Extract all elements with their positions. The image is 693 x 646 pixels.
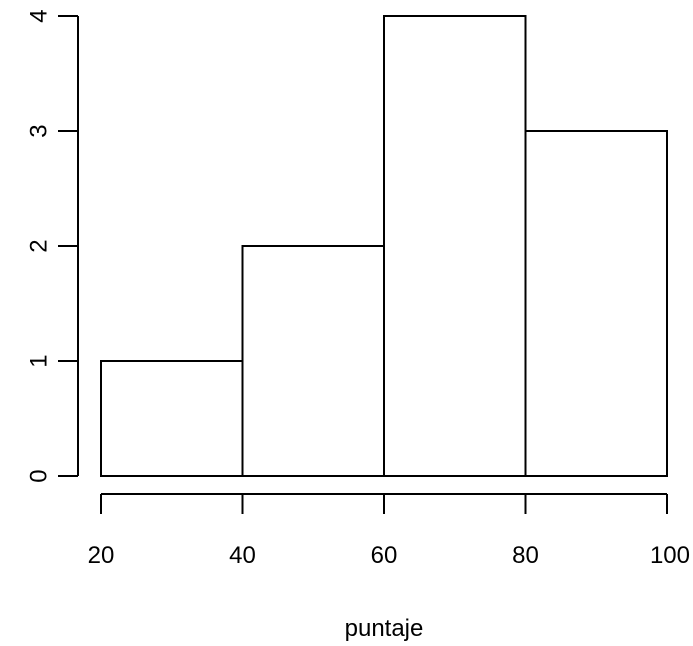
y-tick-label-2: 2 <box>25 239 52 252</box>
x-axis-title: puntaje <box>345 615 424 642</box>
x-axis: 20 40 60 80 100 <box>88 493 690 569</box>
y-tick-label-3: 3 <box>25 124 52 137</box>
y-axis: 0 1 2 3 4 <box>25 9 79 483</box>
x-tick-label-0: 20 <box>88 542 115 569</box>
y-tick-label-0: 0 <box>25 469 52 482</box>
x-tick-label-1: 40 <box>229 542 256 569</box>
x-tick-label-4: 100 <box>650 542 690 569</box>
y-tick-label-4: 4 <box>25 9 52 22</box>
x-tick-label-2: 60 <box>371 542 398 569</box>
histogram-bar-1 <box>241 245 385 477</box>
bars-group <box>100 15 668 477</box>
y-tick-label-1: 1 <box>25 354 52 367</box>
x-tick-label-3: 80 <box>512 542 539 569</box>
histogram-bar-2 <box>383 15 527 477</box>
histogram-bar-3 <box>524 130 668 477</box>
histogram-bar-0 <box>100 360 244 477</box>
